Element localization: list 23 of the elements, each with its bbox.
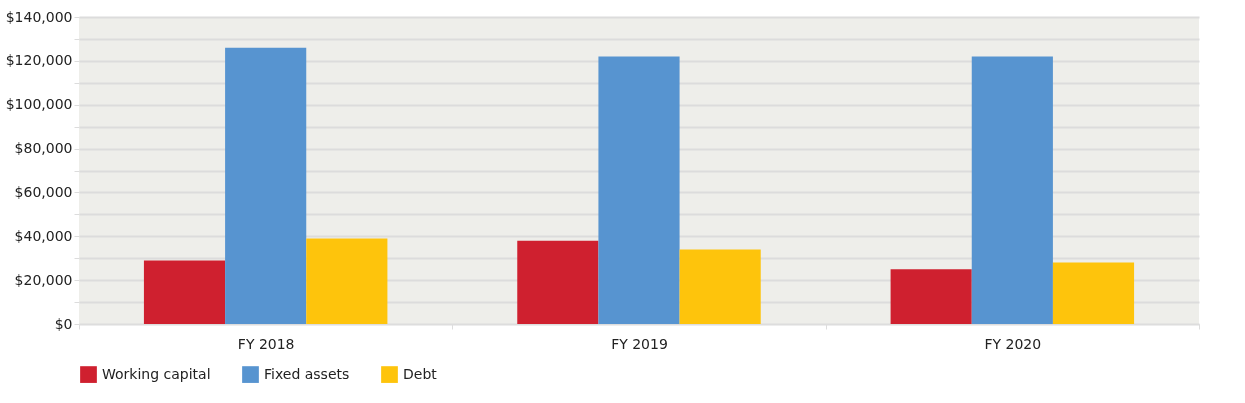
x-tick-label: FY 2018 [237,335,295,352]
x-tick-label: FY 2019 [611,335,668,352]
y-tick-label: $140,000 [5,8,73,25]
bar [143,260,226,324]
y-tick-label: $40,000 [14,227,73,244]
bar [517,240,599,324]
y-tick-label: $60,000 [14,183,73,200]
y-tick-label: $0 [54,315,73,332]
bar [225,47,307,324]
bar [890,269,972,324]
y-tick-label: $20,000 [14,271,73,288]
bar [598,56,680,324]
bar [971,56,1053,324]
legend-label: Debt [403,365,438,382]
x-tick-label: FY 2020 [984,335,1042,352]
y-tick-label: $80,000 [14,140,73,157]
bar [679,249,761,324]
y-tick-label: $120,000 [5,52,73,69]
y-tick-label: $100,000 [5,96,73,113]
bar [1052,262,1135,324]
bar [306,238,388,324]
legend-label: Working capital [102,365,211,382]
legend-label: Fixed assets [264,365,350,382]
